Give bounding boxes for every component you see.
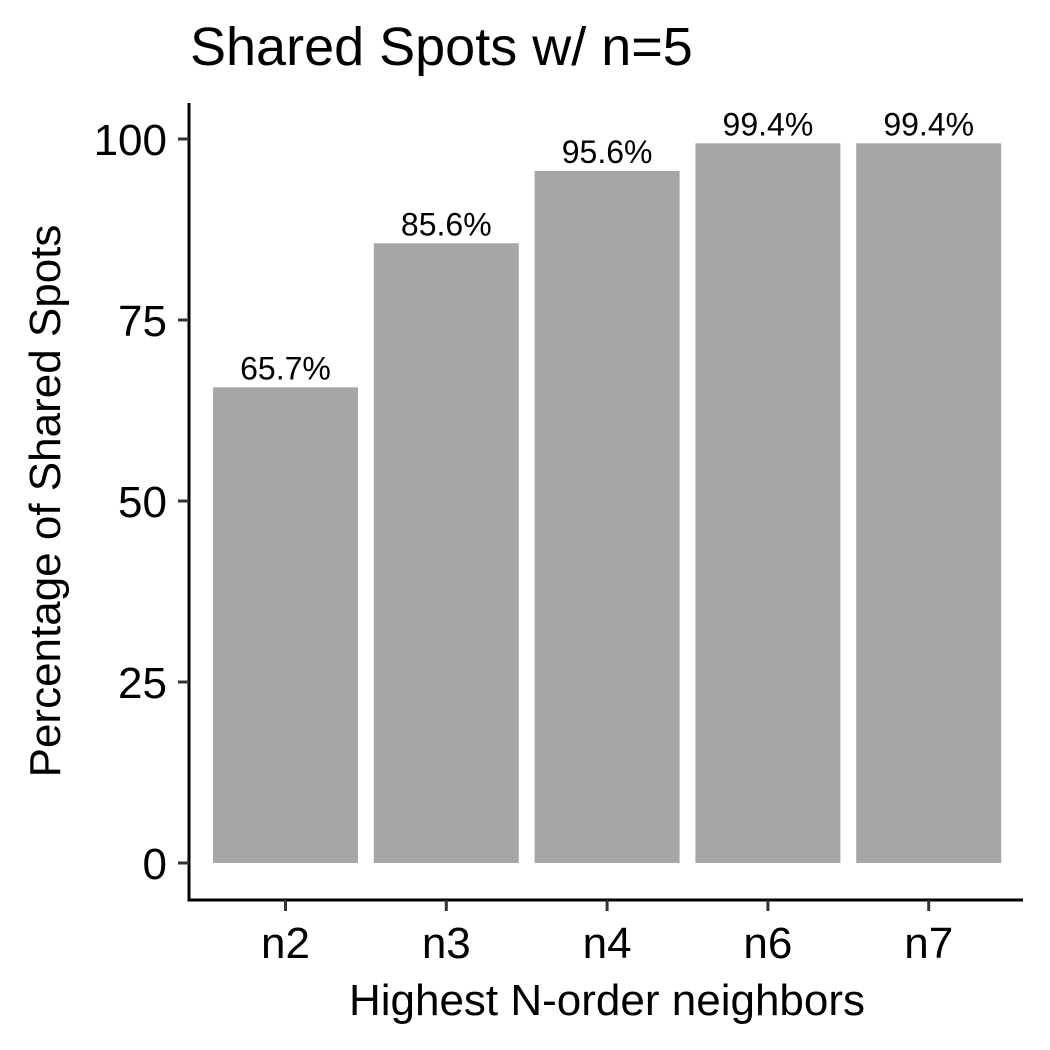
y-tick-label-25: 25 [118, 659, 167, 708]
data-label-n7: 99.4% [883, 106, 974, 142]
x-tick-label-n2: n2 [261, 919, 310, 968]
x-axis: n2 n3 n4 n6 n7 [187, 898, 1023, 968]
data-label-n3: 85.6% [401, 206, 492, 242]
bar-n6 [695, 143, 841, 863]
data-label-n2: 65.7% [240, 350, 331, 386]
y-tick-label-100: 100 [94, 116, 167, 165]
y-tick-label-0: 0 [143, 840, 167, 889]
y-axis: 0 25 50 75 100 [94, 103, 191, 900]
bar-n7 [856, 143, 1002, 863]
x-tick-label-n4: n4 [583, 919, 632, 968]
x-tick-label-n6: n6 [743, 919, 792, 968]
y-tick-label-75: 75 [118, 297, 167, 346]
y-axis-title: Percentage of Shared Spots [21, 225, 70, 778]
plot-area: 65.7% 85.6% 95.6% 99.4% 99.4% [213, 106, 1002, 864]
y-tick-label-50: 50 [118, 478, 167, 527]
data-label-n6: 99.4% [723, 106, 814, 142]
bar-n4 [534, 170, 680, 863]
x-tick-label-n3: n3 [422, 919, 471, 968]
x-tick-label-n7: n7 [904, 919, 953, 968]
chart-title: Shared Spots w/ n=5 [190, 17, 693, 77]
data-label-n4: 95.6% [562, 134, 653, 170]
bar-n2 [213, 387, 358, 863]
bar-n3 [373, 243, 519, 864]
x-axis-title: Highest N-order neighbors [349, 976, 865, 1025]
